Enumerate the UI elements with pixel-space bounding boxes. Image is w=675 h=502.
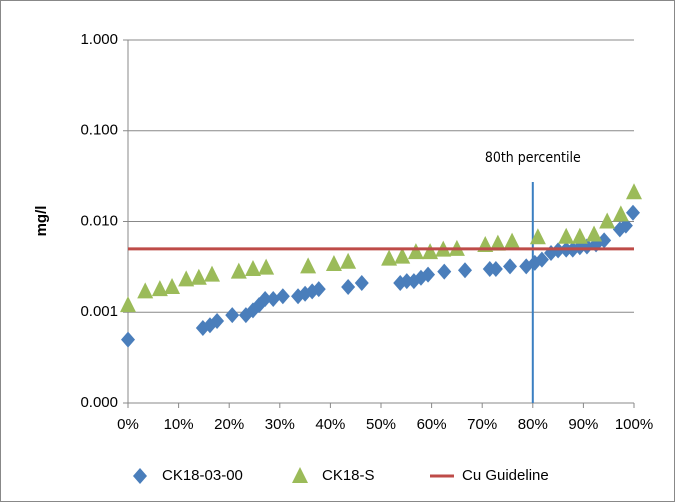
diamond-point [503, 258, 518, 275]
diamond-point [399, 273, 414, 290]
x-tick-label: 30% [265, 416, 295, 433]
diamond-point [121, 331, 135, 348]
diamond-point [266, 290, 281, 307]
triangle-point [422, 243, 439, 260]
y-tick-label: 0.010 [80, 212, 118, 229]
diamond-point [551, 242, 566, 259]
y-axis-label: mg/l [33, 206, 50, 237]
triangle-point [258, 258, 275, 275]
triangle-point [586, 225, 603, 242]
diamond-point [311, 281, 326, 298]
diamond-point [625, 204, 640, 221]
triangle-point [340, 252, 357, 269]
x-tick-label: 50% [366, 416, 396, 433]
legend-label: Cu Guideline [462, 467, 549, 484]
diamond-point [341, 278, 356, 295]
triangle-point [612, 205, 629, 222]
diamond-point [225, 307, 240, 324]
triangle-point [151, 280, 168, 297]
triangle-point [244, 259, 261, 276]
diamond-point [210, 313, 225, 330]
diamond-point [488, 260, 503, 277]
triangle-point [300, 257, 317, 274]
x-tick-label: 100% [615, 416, 653, 433]
diamond-point [258, 290, 273, 307]
x-tick-label: 10% [164, 416, 194, 433]
triangle-point [230, 262, 247, 279]
triangle-point [571, 227, 588, 244]
triangle-point [529, 228, 546, 245]
y-tick-label: 0.000 [80, 394, 118, 411]
x-tick-label: 40% [315, 416, 345, 433]
triangle-point [407, 243, 424, 260]
diamond-point [275, 288, 290, 305]
triangle-point [325, 255, 342, 272]
legend-label: CK18-03-00 [162, 467, 243, 484]
x-tick-label: 0% [117, 416, 139, 433]
legend-label: CK18-S [322, 467, 375, 484]
annotation: 80th percentile [485, 150, 581, 166]
legend-swatch [133, 468, 147, 484]
triangle-point [558, 227, 575, 244]
diamond-point [421, 266, 436, 283]
triangle-point [489, 234, 506, 251]
diamond-point [597, 232, 612, 249]
triangle-point [599, 212, 616, 229]
triangle-point [626, 183, 642, 200]
x-tick-label: 90% [568, 416, 598, 433]
diamond-point [354, 275, 369, 292]
x-tick-label: 80% [518, 416, 548, 433]
diamond-point [457, 262, 472, 279]
x-tick-label: 20% [214, 416, 244, 433]
legend-swatch [292, 467, 308, 483]
y-tick-label: 0.100 [80, 122, 118, 139]
x-tick-label: 70% [467, 416, 497, 433]
diamond-point [618, 217, 633, 234]
triangle-point [178, 270, 195, 287]
y-tick-label: 0.001 [80, 303, 118, 320]
triangle-point [190, 268, 207, 285]
triangle-point [164, 277, 181, 294]
triangle-point [504, 232, 521, 249]
triangle-point [381, 249, 398, 266]
diamond-point [437, 263, 452, 280]
triangle-point [203, 265, 220, 282]
diamond-point [534, 251, 549, 268]
x-tick-label: 60% [417, 416, 447, 433]
y-tick-label: 1.000 [80, 31, 118, 48]
triangle-point [137, 282, 154, 299]
triangle-point [394, 247, 411, 264]
triangle-point [120, 296, 136, 313]
